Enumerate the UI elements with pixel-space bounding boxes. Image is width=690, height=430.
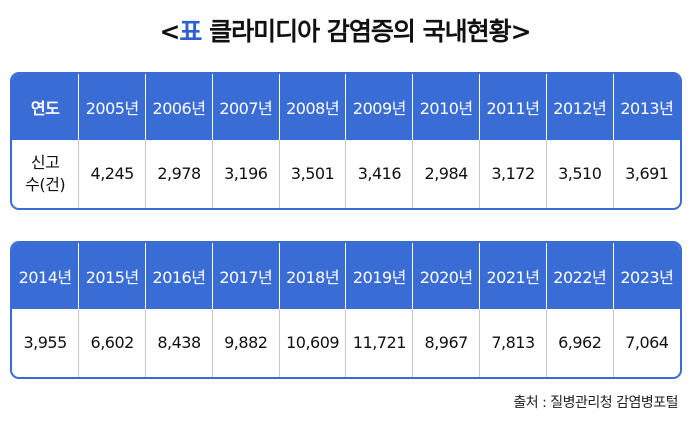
data-cell: 9,882 <box>211 309 280 377</box>
data-cell: 11,721 <box>345 309 413 377</box>
header-cell: 2006년 <box>145 74 213 140</box>
header-cell: 2008년 <box>278 74 346 140</box>
title-close: > <box>510 17 532 46</box>
header-cell: 2017년 <box>211 243 280 309</box>
data-cell: 6,962 <box>545 309 614 377</box>
data-cell: 6,602 <box>78 309 146 377</box>
data-cell: 신고 수(건) <box>25 153 66 194</box>
data-cell: 10,609 <box>278 309 346 377</box>
data-cell: 3,196 <box>211 140 280 208</box>
header-cell: 2005년 <box>78 74 146 140</box>
header-cell: 2022년 <box>545 243 614 309</box>
table-frame: 연도 2005년 2006년 2007년 2008년 2009년 2010년 2011년 201… <box>10 72 682 210</box>
title: <표 클라미디아 감염증의 국내현황> <box>0 12 690 48</box>
table: 2014년 2015년 2016년 2017년 2018년 2019년 2020년 2021년… <box>12 243 680 377</box>
data-cell: 3,416 <box>345 140 413 208</box>
title-label: 표 <box>179 17 202 46</box>
header-cell: 2007년 <box>211 74 280 140</box>
header-cell: 2015년 <box>78 243 146 309</box>
data-cell: 3,510 <box>545 140 614 208</box>
header-cell: 2010년 <box>412 74 480 140</box>
header-cell: 2018년 <box>278 243 346 309</box>
data-cell: 2,978 <box>145 140 213 208</box>
header-cell: 2014년 <box>12 243 79 309</box>
data-cell: 2,984 <box>412 140 480 208</box>
table: 연도 2005년 2006년 2007년 2008년 2009년 2010년 2011년 201… <box>12 74 680 208</box>
data-cell: 8,438 <box>145 309 213 377</box>
header-cell: 2023년 <box>612 243 680 309</box>
data-cell: 7,064 <box>612 309 680 377</box>
header-cell: 2021년 <box>479 243 547 309</box>
source: 출처 : 질병관리청 감염병포털 <box>513 395 678 411</box>
header-cell: 2019년 <box>345 243 413 309</box>
header-row: 연도 2005년 2006년 2007년 2008년 2009년 2010년 2011년 201… <box>12 74 680 140</box>
header-cell: 2012년 <box>545 74 614 140</box>
data-cell: 3,691 <box>612 140 680 208</box>
data-cell: 7,813 <box>479 309 547 377</box>
title-text: 클라미디아 감염증의 국내현황 <box>209 17 511 46</box>
data-row: 신고 수(건) 4,245 2,978 3,196 3,501 3,416 2,984 3,1… <box>12 140 680 208</box>
data-cell: 8,967 <box>412 309 480 377</box>
header-row: 2014년 2015년 2016년 2017년 2018년 2019년 2020년 2021년… <box>12 243 680 309</box>
header-cell: 2013년 <box>612 74 680 140</box>
header-cell: 2020년 <box>412 243 480 309</box>
data-row: 3,955 6,602 8,438 9,882 10,609 11,721 8,967 7,8… <box>12 309 680 377</box>
data-cell: 4,245 <box>78 140 146 208</box>
table-frame: 2014년 2015년 2016년 2017년 2018년 2019년 2020년 2021년… <box>10 241 682 379</box>
header-cell: 연도 <box>12 74 79 140</box>
title-open: < <box>159 17 180 46</box>
data-cell: 3,955 <box>23 333 67 352</box>
header-cell: 2016년 <box>145 243 213 309</box>
header-cell: 2011년 <box>479 74 547 140</box>
data-cell: 3,501 <box>278 140 346 208</box>
header-cell: 2009년 <box>345 74 413 140</box>
data-cell: 3,172 <box>479 140 547 208</box>
